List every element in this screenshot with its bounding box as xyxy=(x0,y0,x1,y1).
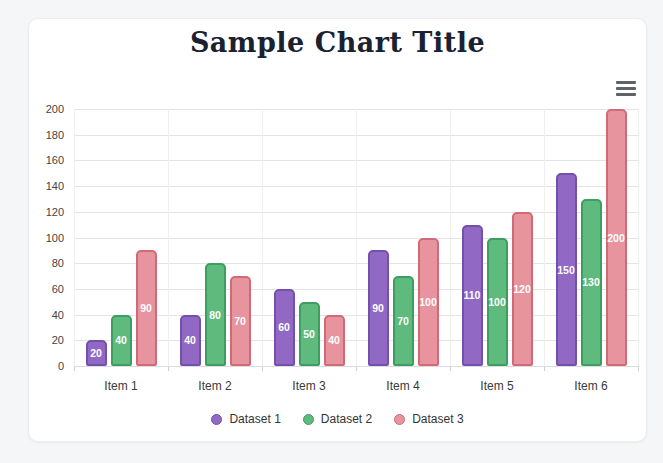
context-menu-button[interactable] xyxy=(612,76,640,100)
bar-dataset-3-item-3[interactable]: 40 xyxy=(324,315,345,366)
bar-value-label: 110 xyxy=(464,289,481,301)
bar-chart-plot-area: 0 20 40 60 80 100 120 140 160 180 200 20 40 90 Item 1 4… xyxy=(29,19,648,443)
bar-value-label: 150 xyxy=(557,264,575,276)
y-gridline xyxy=(74,109,638,110)
x-axis-tick xyxy=(168,366,169,371)
bar-dataset-2-item-3[interactable]: 50 xyxy=(299,302,320,366)
y-gridline xyxy=(74,289,638,290)
x-gridline xyxy=(74,109,75,366)
y-axis-tick-label: 200 xyxy=(30,103,64,115)
x-axis-category-label: Item 5 xyxy=(480,379,513,393)
x-axis-tick xyxy=(450,366,451,371)
bar-value-label: 50 xyxy=(303,328,315,340)
legend-marker-icon xyxy=(303,414,314,425)
bar-dataset-3-item-2[interactable]: 70 xyxy=(230,276,251,366)
bar-value-label: 70 xyxy=(397,315,409,327)
y-axis-tick-label: 40 xyxy=(30,309,64,321)
y-axis-tick-label: 80 xyxy=(30,257,64,269)
bar-value-label: 80 xyxy=(209,309,221,321)
y-axis-tick-label: 180 xyxy=(30,129,64,141)
y-gridline xyxy=(74,340,638,341)
bar-value-label: 100 xyxy=(419,296,437,308)
legend-marker-icon xyxy=(394,414,405,425)
bar-dataset-1-item-4[interactable]: 90 xyxy=(368,250,389,366)
x-gridline xyxy=(356,109,357,366)
x-gridline xyxy=(544,109,545,366)
legend-label: Dataset 2 xyxy=(321,412,372,426)
bar-dataset-2-item-2[interactable]: 80 xyxy=(205,263,226,366)
bar-value-label: 200 xyxy=(607,232,625,244)
x-axis-tick xyxy=(74,366,75,371)
x-gridline xyxy=(262,109,263,366)
chart-legend: Dataset 1 Dataset 2 Dataset 3 xyxy=(29,412,646,426)
y-gridline xyxy=(74,135,638,136)
y-axis-tick-label: 120 xyxy=(30,206,64,218)
legend-item-dataset-3[interactable]: Dataset 3 xyxy=(394,412,463,426)
bar-value-label: 70 xyxy=(234,315,246,327)
y-gridline xyxy=(74,212,638,213)
bar-value-label: 20 xyxy=(90,347,102,359)
bar-dataset-3-item-4[interactable]: 100 xyxy=(418,238,439,367)
x-gridline xyxy=(450,109,451,366)
bar-dataset-2-item-4[interactable]: 70 xyxy=(393,276,414,366)
legend-item-dataset-1[interactable]: Dataset 1 xyxy=(211,412,280,426)
legend-label: Dataset 3 xyxy=(412,412,463,426)
bar-value-label: 90 xyxy=(372,302,384,314)
y-gridline xyxy=(74,238,638,239)
bar-dataset-2-item-6[interactable]: 130 xyxy=(581,199,602,366)
legend-label: Dataset 1 xyxy=(229,412,280,426)
x-axis-tick xyxy=(262,366,263,371)
x-axis-category-label: Item 3 xyxy=(292,379,325,393)
bar-dataset-1-item-2[interactable]: 40 xyxy=(180,315,201,366)
x-axis-category-label: Item 2 xyxy=(198,379,231,393)
x-axis-tick xyxy=(544,366,545,371)
y-axis-tick-label: 140 xyxy=(30,180,64,192)
y-gridline xyxy=(74,186,638,187)
y-axis-tick-label: 60 xyxy=(30,283,64,295)
bar-value-label: 40 xyxy=(115,334,127,346)
bar-dataset-2-item-1[interactable]: 40 xyxy=(111,315,132,366)
bar-value-label: 90 xyxy=(140,302,152,314)
bar-value-label: 120 xyxy=(513,283,531,295)
bar-value-label: 60 xyxy=(278,321,290,333)
x-axis-tick xyxy=(356,366,357,371)
y-axis-tick-label: 20 xyxy=(30,334,64,346)
y-gridline xyxy=(74,263,638,264)
x-gridline xyxy=(638,109,639,366)
y-axis-tick-label: 100 xyxy=(30,232,64,244)
x-axis-line xyxy=(74,366,638,367)
x-axis-category-label: Item 6 xyxy=(574,379,607,393)
bar-dataset-1-item-6[interactable]: 150 xyxy=(556,173,577,366)
bar-value-label: 40 xyxy=(328,334,340,346)
chart-title: Sample Chart Title xyxy=(29,27,646,58)
legend-marker-icon xyxy=(211,414,222,425)
bar-dataset-1-item-1[interactable]: 20 xyxy=(86,340,107,366)
bar-value-label: 100 xyxy=(488,296,506,308)
x-axis-category-label: Item 1 xyxy=(104,379,137,393)
x-axis-tick xyxy=(638,366,639,371)
y-axis-tick-label: 160 xyxy=(30,154,64,166)
x-axis-category-label: Item 4 xyxy=(386,379,419,393)
legend-item-dataset-2[interactable]: Dataset 2 xyxy=(303,412,372,426)
bar-value-label: 40 xyxy=(184,334,196,346)
y-gridline xyxy=(74,160,638,161)
bar-dataset-3-item-1[interactable]: 90 xyxy=(136,250,157,366)
y-gridline xyxy=(74,315,638,316)
bar-dataset-1-item-5[interactable]: 110 xyxy=(462,225,483,366)
bar-dataset-2-item-5[interactable]: 100 xyxy=(487,238,508,367)
bar-dataset-1-item-3[interactable]: 60 xyxy=(274,289,295,366)
x-gridline xyxy=(168,109,169,366)
bar-dataset-3-item-5[interactable]: 120 xyxy=(512,212,533,366)
bar-value-label: 130 xyxy=(582,276,600,288)
bar-dataset-3-item-6[interactable]: 200 xyxy=(606,109,627,366)
chart-card: Sample Chart Title 0 20 40 60 80 100 120 140 160… xyxy=(28,18,647,442)
y-axis-tick-label: 0 xyxy=(30,360,64,372)
